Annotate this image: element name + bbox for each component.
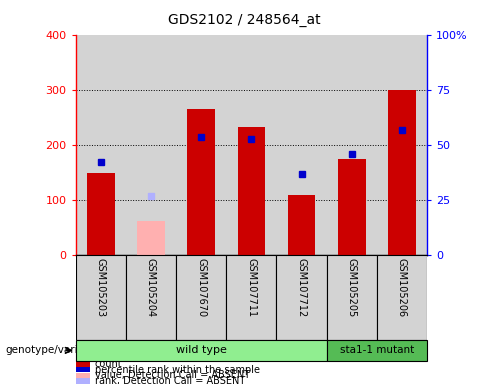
Bar — [326, 255, 377, 340]
Text: GSM105206: GSM105206 — [397, 258, 407, 317]
Text: GSM105205: GSM105205 — [346, 258, 357, 317]
Bar — [76, 35, 126, 255]
Bar — [288, 195, 315, 255]
Bar — [388, 90, 416, 255]
Text: rank, Detection Call = ABSENT: rank, Detection Call = ABSENT — [95, 376, 245, 384]
Text: GSM107712: GSM107712 — [297, 258, 306, 317]
Text: wild type: wild type — [176, 345, 226, 356]
Bar — [76, 367, 90, 372]
Text: percentile rank within the sample: percentile rank within the sample — [95, 364, 260, 375]
Text: GSM105204: GSM105204 — [146, 258, 156, 317]
Bar — [176, 35, 226, 255]
Text: GSM105203: GSM105203 — [96, 258, 106, 317]
Bar — [326, 35, 377, 255]
Text: GSM107711: GSM107711 — [246, 258, 256, 317]
Text: GDS2102 / 248564_at: GDS2102 / 248564_at — [168, 13, 320, 27]
Bar — [137, 220, 165, 255]
Text: sta1-1 mutant: sta1-1 mutant — [340, 345, 414, 356]
Text: genotype/variation: genotype/variation — [5, 345, 104, 356]
Bar — [226, 255, 276, 340]
Bar — [126, 35, 176, 255]
Bar — [126, 255, 176, 340]
Bar — [276, 35, 326, 255]
Bar — [87, 172, 115, 255]
Bar — [76, 255, 126, 340]
Text: value, Detection Call = ABSENT: value, Detection Call = ABSENT — [95, 370, 250, 381]
Bar — [187, 109, 215, 255]
Bar — [76, 372, 90, 378]
Bar — [338, 159, 366, 255]
Bar — [377, 35, 427, 255]
Bar — [76, 361, 90, 367]
Bar — [377, 255, 427, 340]
Text: GSM107670: GSM107670 — [196, 258, 206, 317]
Bar — [276, 255, 326, 340]
Bar — [226, 35, 276, 255]
Bar — [176, 255, 226, 340]
Bar — [238, 127, 265, 255]
Text: count: count — [95, 359, 122, 369]
Bar — [76, 378, 90, 384]
